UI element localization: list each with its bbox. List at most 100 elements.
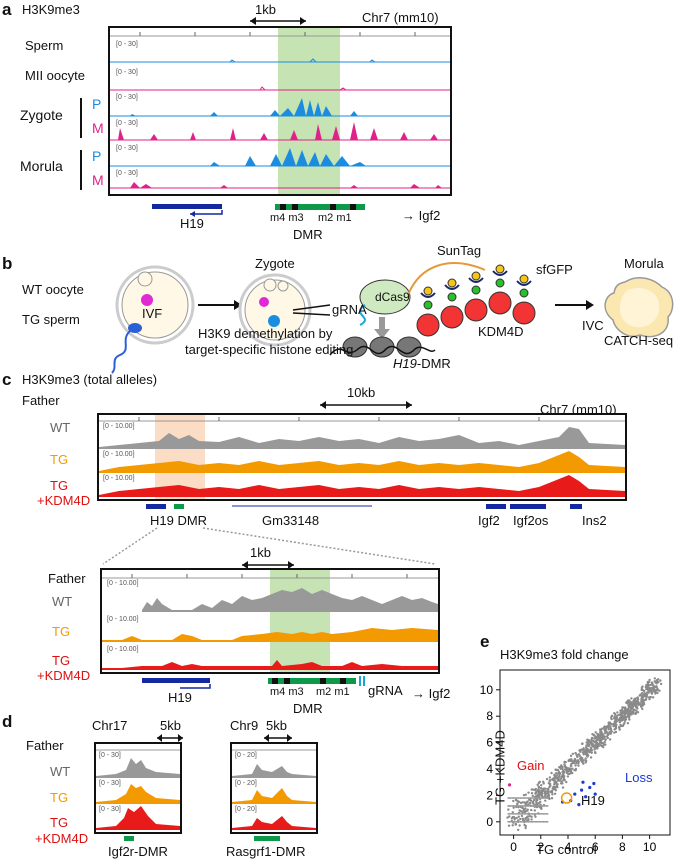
scatter-point [623,719,627,722]
scatter-point [659,679,662,682]
father-c2: Father [48,571,86,586]
scatter-point [538,820,541,823]
scatter-point [511,812,514,815]
track-label-zygote: Zygote [20,107,63,123]
scatter-point [546,820,549,823]
panel-c-title: H3K9me3 (total alleles) [22,372,158,387]
scatter-point [539,812,542,815]
scatter-point [551,793,554,796]
kdm4d-label: KDM4D [478,324,524,339]
scatter-point [613,731,616,734]
loss-point [593,792,597,796]
scatter-point [530,812,533,815]
scatter-point [649,695,652,699]
scatter-point [562,774,566,778]
d-left-range-2: [0 - 30] [99,780,121,787]
scatter-point [567,759,570,762]
scatter-point [528,801,532,805]
range-zoom-3: [0 - 10.00] [107,646,139,653]
scatter-point [520,797,523,799]
scatter-point [545,820,548,823]
scatter-point [589,749,592,752]
scatter-point [539,820,542,823]
scatter-point [520,820,523,823]
scatter-point [550,771,553,775]
scatter-point [529,799,533,802]
scatter-point [608,738,612,741]
range-c-3: [0 - 10.00] [103,475,135,482]
panel-c-tracks-svg [99,415,625,499]
panel-a-chrom: Chr7 (mm10) [362,10,439,25]
scatter-point [640,686,644,690]
scatter-point [591,732,594,736]
scatter-point [531,820,534,823]
scatter-point [558,771,562,775]
y-ticks: 0 2 4 6 8 10 [480,683,500,829]
scatter-point [529,805,531,807]
scatter-point [524,824,527,828]
suntag-label: SunTag [437,243,482,258]
scatter-point [527,797,530,799]
tg-sperm-label: TG sperm [22,312,80,327]
scatter-point [586,738,589,741]
panel-e-label: e [480,632,490,651]
scatter-point [526,797,529,799]
scatter-point [620,716,624,719]
scatter-point [537,791,541,795]
scatter-point [545,777,549,781]
scatter-point [512,806,515,809]
zoom-markers-right: m2 m1 [316,686,350,698]
scatter-point [599,737,602,740]
scatter-point [580,760,584,763]
scatter-point [535,812,538,815]
scatter-point [527,805,530,807]
scatter-point [519,812,522,815]
scatter-point [543,792,547,795]
morula-b-label: Morula [624,256,664,271]
scatter-point [555,768,558,772]
scatter-point [534,820,537,823]
scatter-point [516,797,519,799]
scatter-point [647,680,651,683]
panel-b-diagram [111,262,674,374]
panel-a-scale-arrow [250,17,306,25]
scatter-point [534,791,538,794]
scatter-point [656,691,659,695]
scatter-point [543,820,546,823]
scatter-point [522,797,525,799]
scatter-point [516,799,519,803]
d-right-dmr-bar [254,836,280,841]
zoom-igf2: → Igf2 [412,686,451,701]
scatter-point [529,820,531,823]
morula-bracket [80,150,82,190]
scatter-point [523,801,526,804]
scatter-point [548,776,552,779]
scatter-point [533,797,535,799]
scatter-point [519,817,522,821]
scatter-point [531,812,534,815]
scatter-point [604,731,608,734]
c2-tgk2: +KDM4D [37,668,91,683]
scatter-point [636,711,640,714]
scatter-point [523,812,526,815]
scatter-point [631,703,634,707]
father-c1: Father [22,393,60,408]
zygote-bracket [80,98,82,138]
scatter-point [566,775,570,778]
scatter-point [569,769,573,772]
x-axis-label: TG control [536,842,597,857]
c1-wt: WT [50,420,71,435]
scatter-point [612,724,615,728]
scatter-point [590,751,593,754]
scatter-point [541,805,544,807]
scatter-point [518,812,520,815]
scatter-point [537,797,539,799]
d-right-tracks [232,749,316,830]
scatter-point [555,780,558,784]
scatter-point [587,743,591,747]
d-tgk2: +KDM4D [35,831,89,846]
panel-a-title: H3K9me3 [22,2,80,17]
scatter-point [529,812,531,815]
scatter-point [507,805,510,807]
scatter-point [538,780,541,784]
